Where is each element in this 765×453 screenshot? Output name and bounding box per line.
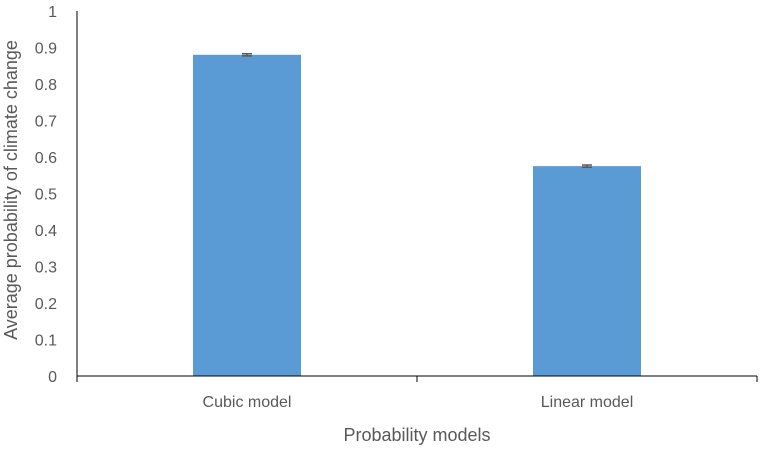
y-tick-label: 0.9 bbox=[35, 41, 57, 58]
bar bbox=[193, 54, 301, 377]
error-bar bbox=[242, 52, 252, 57]
error-bars bbox=[242, 52, 592, 168]
y-tick-label: 0.2 bbox=[35, 296, 57, 313]
x-category-label: Linear model bbox=[541, 394, 634, 411]
x-axis-title: Probability models bbox=[343, 425, 490, 445]
bars bbox=[193, 54, 641, 377]
error-bar bbox=[582, 164, 592, 168]
y-tick-label: 0.8 bbox=[35, 77, 57, 94]
y-tick-label: 0.7 bbox=[35, 114, 57, 131]
y-tick-label: 1 bbox=[48, 4, 57, 21]
y-tick-label: 0 bbox=[48, 369, 57, 386]
y-tick-label: 0.1 bbox=[35, 333, 57, 350]
x-category-label: Cubic model bbox=[203, 394, 292, 411]
y-axis-ticks: 0 0.1 0.2 0.3 0.4 0.5 0.6 0.7 0.8 0.9 1 bbox=[35, 4, 57, 386]
y-tick-label: 0.5 bbox=[35, 187, 57, 204]
y-tick-label: 0.4 bbox=[35, 223, 57, 240]
x-axis-labels: Cubic model Linear model bbox=[203, 394, 634, 411]
y-axis-title: Average probability of climate change bbox=[1, 40, 21, 340]
x-axis-category-ticks bbox=[76, 376, 758, 382]
y-tick-label: 0.3 bbox=[35, 260, 57, 277]
y-tick-label: 0.6 bbox=[35, 150, 57, 167]
bar bbox=[533, 166, 641, 376]
